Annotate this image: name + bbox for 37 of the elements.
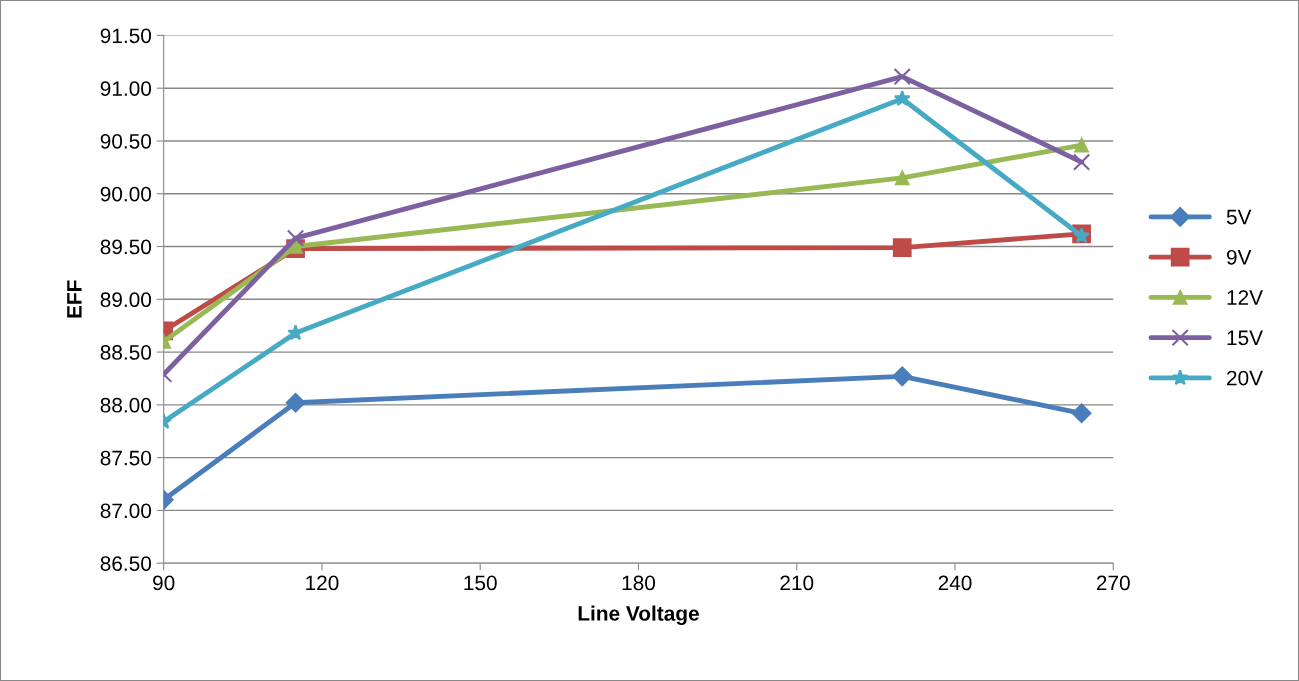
x-tick-label: 240 — [938, 575, 972, 591]
y-tick-label: 89.50 — [100, 239, 152, 255]
x-tick-label: 150 — [464, 575, 497, 591]
x-tick-label: 270 — [1096, 575, 1130, 591]
point — [892, 238, 912, 257]
y-tick-label: 90.50 — [100, 133, 152, 149]
point — [894, 170, 910, 186]
legend-label: 15V — [1227, 330, 1263, 346]
y-tick-label: 88.00 — [100, 397, 152, 413]
y-tick-label: 91.00 — [100, 81, 152, 96]
y-tick-label: 87.00 — [100, 503, 152, 519]
point — [1071, 403, 1092, 424]
legend-label: 12V — [1227, 290, 1263, 305]
y-tick-label: 88.50 — [100, 345, 152, 360]
x-tick-label: 120 — [306, 575, 339, 591]
point — [288, 239, 303, 254]
y-tick-label: 90.00 — [100, 186, 152, 202]
x-tick-label: 180 — [622, 575, 656, 591]
point — [285, 392, 306, 413]
legend-label: 9V — [1226, 249, 1252, 265]
legend-label: 20V — [1227, 370, 1263, 386]
point — [893, 67, 911, 86]
x-axis-title: Line Voltage — [578, 605, 699, 626]
point — [1072, 153, 1091, 171]
point — [286, 229, 305, 247]
y-tick-label: 86.50 — [100, 556, 152, 571]
legend-label: 5V — [1226, 209, 1252, 225]
point — [892, 366, 913, 387]
y-axis-title: EFF — [67, 280, 82, 318]
y-tick-label: 89.00 — [100, 292, 152, 308]
x-tick-label: 210 — [780, 575, 814, 591]
y-tick-label: 91.50 — [100, 28, 152, 44]
y-tick-label: 87.50 — [100, 450, 152, 466]
point — [1074, 137, 1089, 153]
x-tick-label: 90 — [153, 575, 175, 591]
point — [287, 324, 304, 341]
point — [893, 90, 911, 106]
